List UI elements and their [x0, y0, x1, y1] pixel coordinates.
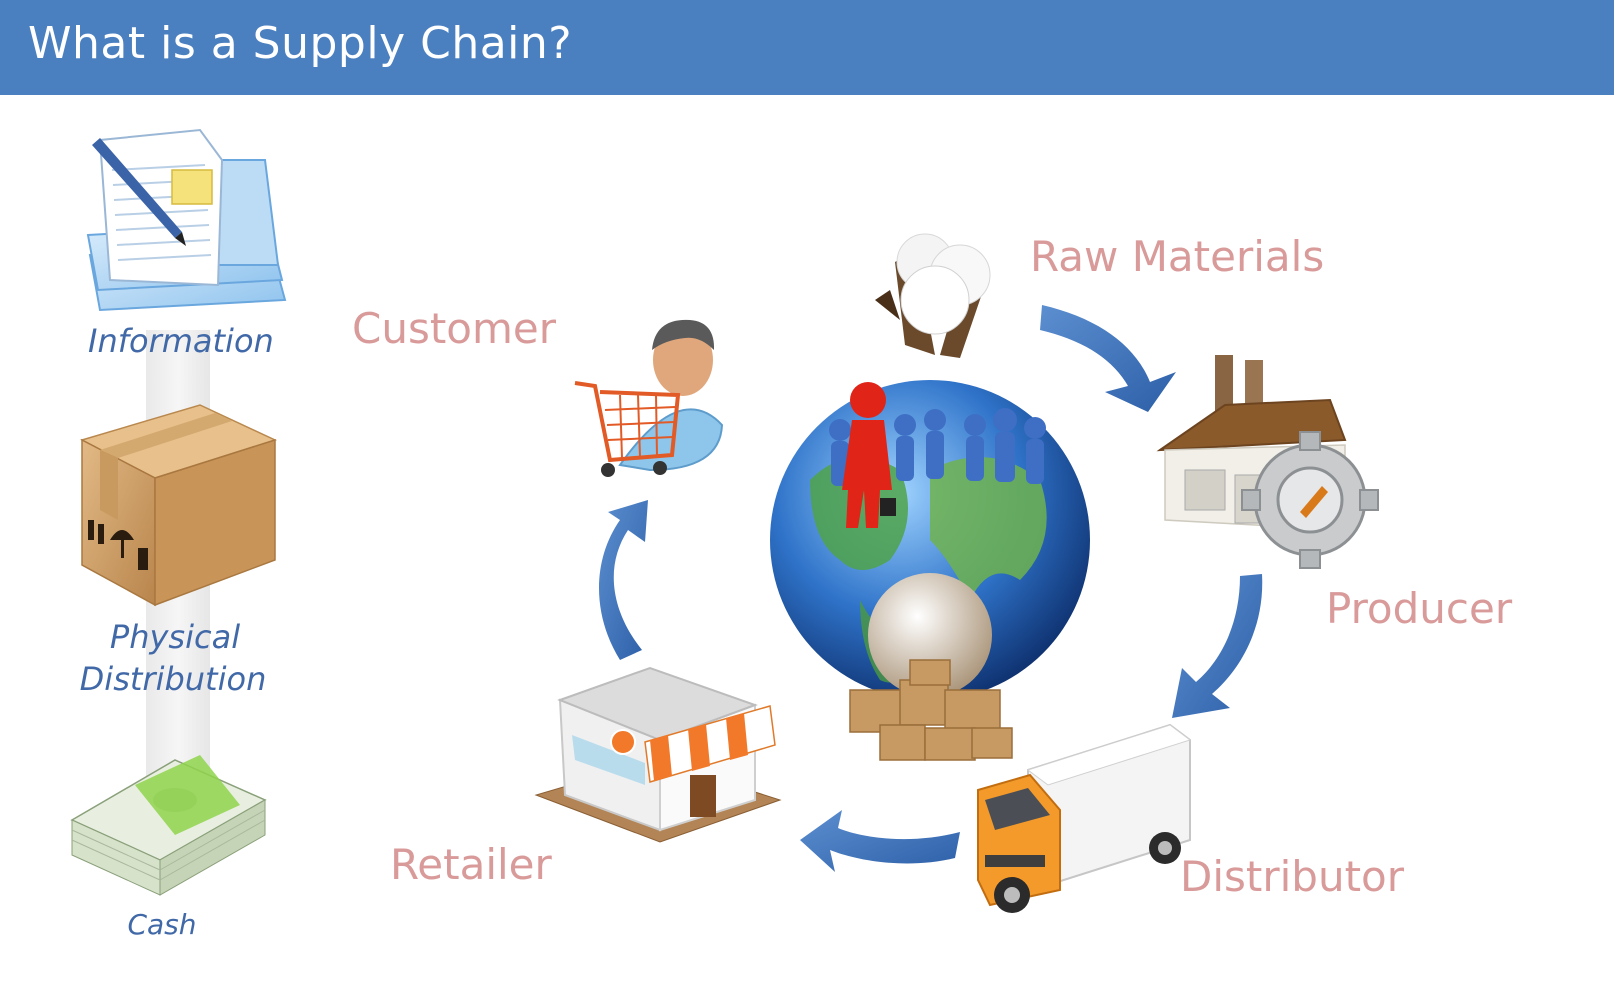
cardboard-box-icon: [80, 404, 278, 607]
physical-distribution-label-line2: Distribution: [79, 660, 267, 698]
arrow-raw-to-producer: [1040, 305, 1176, 412]
raw-materials-label: Raw Materials: [1030, 232, 1325, 281]
documents-icon: [86, 128, 287, 312]
producer-label: Producer: [1326, 584, 1513, 633]
cash-stack-icon: [70, 755, 267, 896]
shopper-cart-icon: [574, 319, 724, 477]
truck-icon: [977, 723, 1192, 913]
page-title: What is a Supply Chain?: [28, 18, 573, 69]
distributor-label: Distributor: [1180, 852, 1405, 901]
arrow-producer-to-distributor: [1172, 574, 1263, 718]
retailer-label: Retailer: [390, 840, 552, 889]
storefront-icon: [534, 666, 782, 843]
arrow-retailer-to-customer: [599, 500, 648, 660]
cash-label: Cash: [127, 908, 197, 941]
header-bar: What is a Supply Chain?: [0, 0, 1614, 95]
globe-team-icon: [770, 380, 1090, 761]
information-label: Information: [88, 322, 274, 360]
factory-gear-icon: [1156, 355, 1379, 569]
arrow-distributor-to-retailer: [800, 810, 960, 872]
physical-distribution-label-line1: Physical: [109, 618, 241, 656]
customer-label: Customer: [352, 304, 557, 353]
cotton-icon: [875, 233, 991, 358]
